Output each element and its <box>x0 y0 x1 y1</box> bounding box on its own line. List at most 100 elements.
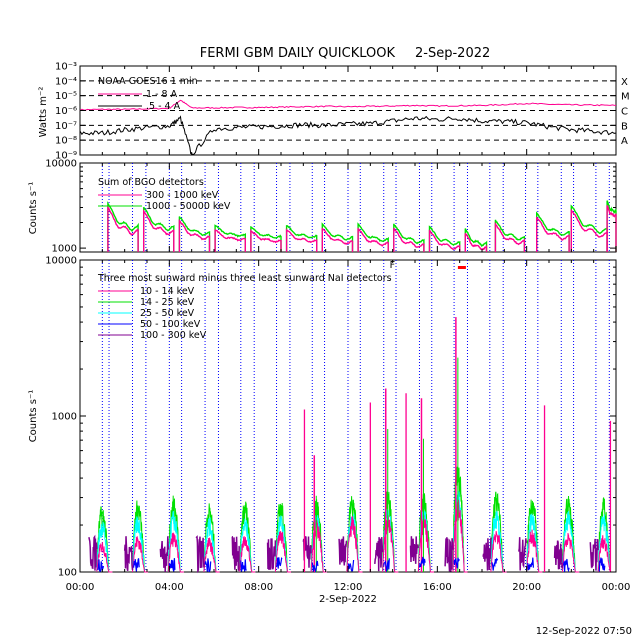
nai-purple-3 <box>195 535 205 574</box>
nai-legend-title: Three most sunward minus three least sun… <box>97 273 392 284</box>
goes-series-0 <box>79 99 617 111</box>
goes-y-tick-label: 10⁻⁶ <box>55 106 77 117</box>
bgo-orbit-magenta-5 <box>285 228 318 252</box>
nai-panel: F <box>88 260 614 574</box>
nai-ylabel: Counts s⁻¹ <box>28 390 39 443</box>
bgo-panel <box>107 200 617 252</box>
nai-blue-12 <box>527 557 534 571</box>
nai-blue-3 <box>204 558 212 572</box>
title-date: 2-Sep-2022 <box>415 46 490 61</box>
nai-purple-12 <box>518 537 528 571</box>
nai-burst-magenta-5 <box>274 531 291 573</box>
nai-purple-13 <box>553 540 564 570</box>
bgo-orbit-green-2 <box>178 216 211 252</box>
nai-blue-2 <box>168 558 176 572</box>
bgo-orbit-green-6 <box>321 222 354 252</box>
bgo-orbit-green-14 <box>606 200 617 252</box>
bgo-orbit-green-1 <box>142 206 175 252</box>
nai-legend-14-25: 14 - 25 keV <box>140 297 195 308</box>
bgo-orbit-magenta-1 <box>142 208 175 252</box>
nai-burst-magenta-7 <box>346 516 363 573</box>
nai-blue-1 <box>133 558 140 572</box>
bgo-orbit-magenta-8 <box>393 227 425 252</box>
nai-blue-6 <box>311 560 319 573</box>
bgo-legend-title: Sum of BGO detectors <box>98 177 204 188</box>
bgo-orbit-green-12 <box>536 211 570 252</box>
bgo-orbit-magenta-0 <box>107 205 139 252</box>
flare-class-label: A <box>621 136 628 147</box>
nai-purple-0 <box>88 534 98 571</box>
nai-purple-5 <box>266 538 277 570</box>
flare-class-label: X <box>621 77 628 88</box>
goes-y-tick-label: 10⁻⁸ <box>55 136 77 147</box>
orbit-dotted-lines <box>101 163 610 572</box>
goes-legend-title: NOAA GOES16 1 min <box>98 76 198 87</box>
nai-burst-magenta-3 <box>203 537 220 573</box>
bgo-legend-low: 300 - 1000 keV <box>146 190 219 201</box>
bgo-orbit-magenta-6 <box>321 227 354 252</box>
bgo-orbit-green-11 <box>494 219 526 252</box>
nai-purple-10 <box>444 537 454 572</box>
nai-purple-8 <box>374 537 384 572</box>
goes-legend-1-8A: 1 - 8 A <box>146 89 178 100</box>
nai-purple-4 <box>231 536 241 571</box>
bgo-orbit-magenta-3 <box>214 228 247 252</box>
bgo-orbit-magenta-12 <box>536 216 570 252</box>
x-tick-label: 00:00 <box>66 582 95 593</box>
bgo-orbit-green-0 <box>107 201 139 252</box>
bgo-orbit-magenta-4 <box>250 228 282 252</box>
bgo-orbit-green-8 <box>393 223 425 252</box>
nai-legend-100-300: 100 - 300 keV <box>140 330 207 341</box>
nai-purple-9 <box>409 536 420 564</box>
nai-burst-magenta-13 <box>561 532 580 573</box>
bgo-orbit-magenta-9 <box>428 229 461 252</box>
bgo-ylabel: Counts s⁻¹ <box>28 182 39 235</box>
nai-burst-magenta-2 <box>167 532 184 573</box>
nai-burst-magenta-12 <box>526 529 543 573</box>
nai-blue-4 <box>240 559 247 572</box>
figure-title: FERMI GBM DAILY QUICKLOOK 2-Sep-2022 <box>200 46 491 61</box>
footer-timestamp: 12-Sep-2022 07:50 <box>536 626 632 637</box>
bgo-orbit-magenta-10 <box>464 233 488 252</box>
nai-blue-13 <box>562 558 570 573</box>
bgo-orbit-magenta-11 <box>494 221 526 252</box>
goes-panel <box>79 99 617 156</box>
x-tick-label: 00:00 <box>602 582 631 593</box>
bgo-orbit-green-9 <box>428 225 461 252</box>
flare-marker-1 <box>457 266 466 269</box>
goes-y-tick-label: 10⁻³ <box>55 62 77 73</box>
x-tick-label: 12:00 <box>334 582 363 593</box>
flare-class-label: B <box>621 121 628 132</box>
title-text: FERMI GBM DAILY QUICKLOOK <box>200 46 396 61</box>
bgo-orbit-magenta-14 <box>606 205 617 252</box>
nai-purple-14 <box>589 538 599 571</box>
nai-blue-11 <box>491 557 499 571</box>
nai-blue-7 <box>347 559 355 572</box>
bgo-orbit-green-10 <box>464 228 488 252</box>
bgo-orbit-magenta-2 <box>178 219 211 252</box>
nai-purple-1 <box>123 536 134 571</box>
nai-blue-10 <box>453 557 460 569</box>
goes-y-tick-label: 10⁻⁵ <box>55 91 77 102</box>
bgo-y-tick-label: 1000 <box>52 244 77 255</box>
nai-blue-9 <box>418 556 426 568</box>
bgo-orbit-magenta-13 <box>570 208 608 252</box>
nai-legend-10-14: 10 - 14 keV <box>140 286 195 297</box>
nai-y-tick-label: 100 <box>58 568 77 579</box>
bgo-orbit-magenta-7 <box>357 227 389 252</box>
nai-purple-11 <box>482 537 492 571</box>
nai-blue-5 <box>275 556 283 569</box>
x-tick-label: 20:00 <box>512 582 541 593</box>
flare-class-label: M <box>621 92 630 103</box>
bgo-orbit-green-4 <box>250 225 282 252</box>
bgo-orbit-green-5 <box>285 225 318 252</box>
bgo-orbit-green-13 <box>570 204 608 252</box>
axes: 00:00 04:00 08:00 12:00 16:00 20:00 00:00 10⁻³ 1… <box>45 62 630 594</box>
bgo-legend-high: 1000 - 50000 keV <box>146 201 231 212</box>
nai-y-tick-label: 10000 <box>45 256 77 267</box>
bgo-y-tick-label: 10000 <box>45 159 77 170</box>
goes-ylabel: Watts m⁻² <box>38 87 49 138</box>
x-tick-label: 04:00 <box>155 582 184 593</box>
x-tick-label: 16:00 <box>423 582 452 593</box>
